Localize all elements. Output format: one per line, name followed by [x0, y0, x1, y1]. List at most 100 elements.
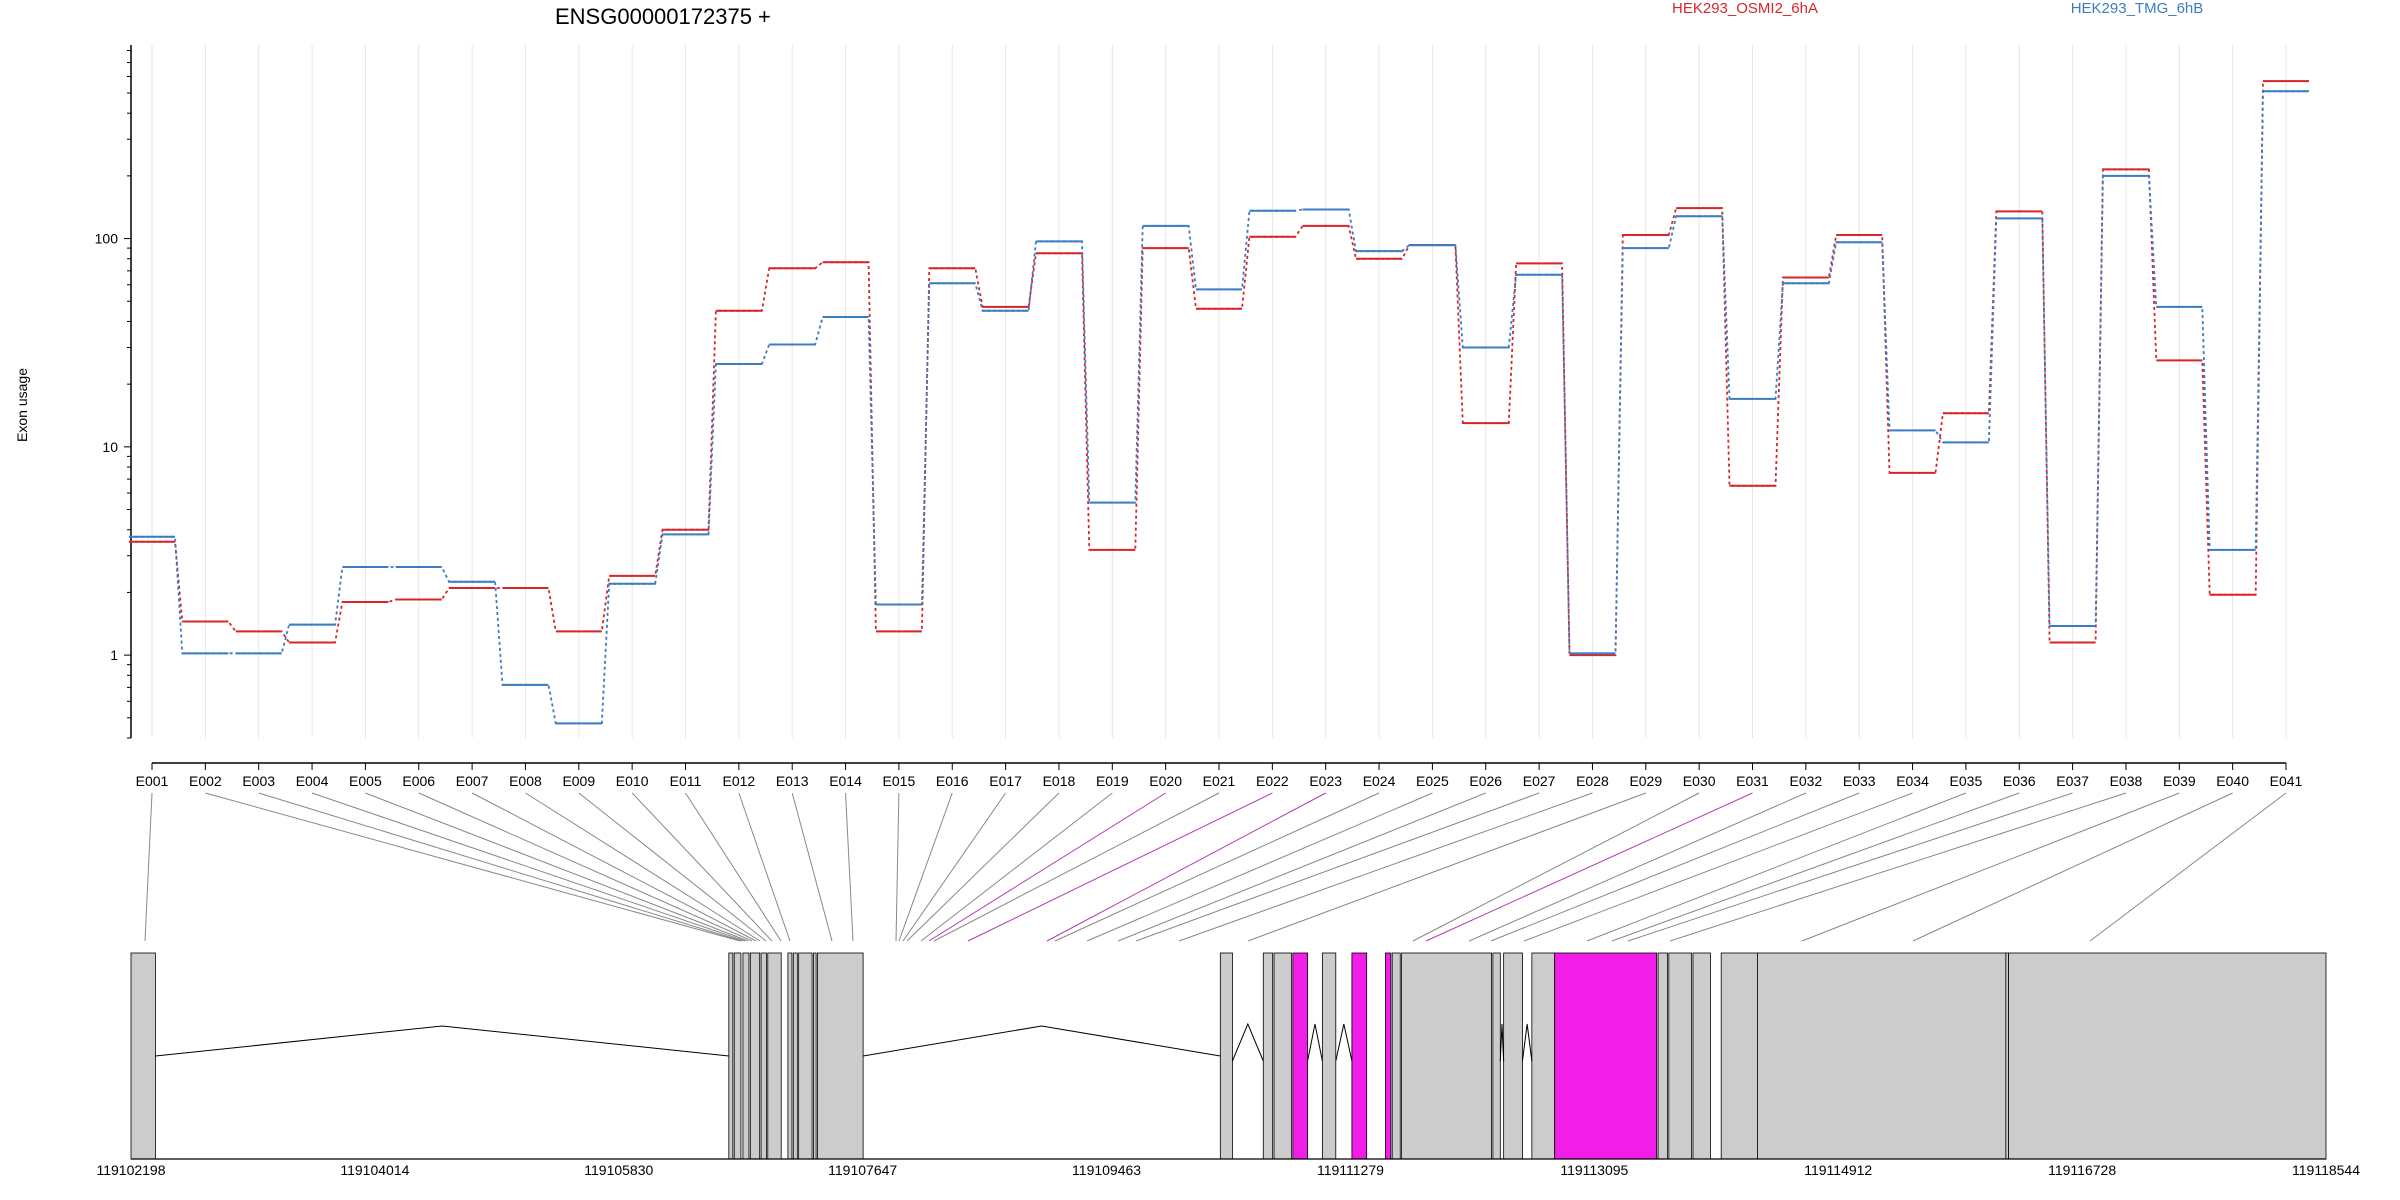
genomic-axis-label: 119109463	[1072, 1162, 1141, 1178]
series-line-1	[129, 80, 2309, 656]
x-tick-label: E011	[670, 773, 702, 789]
connector-E028	[1178, 792, 1593, 942]
genomic-coordinate-axis: 119102198 119104014 119105830 119107647 1191…	[96, 1162, 2360, 1178]
x-tick-label: E009	[562, 773, 595, 789]
connector-E035	[1586, 792, 1967, 942]
x-tick-label: E016	[936, 773, 969, 789]
exon-box	[1692, 952, 1711, 1160]
genomic-axis-label: 119113095	[1560, 1162, 1628, 1178]
y-axis: 1 10 100	[95, 45, 132, 739]
x-tick-label: E028	[1576, 773, 1609, 789]
y-tick-label: 1	[110, 647, 118, 663]
connector-E038	[1669, 792, 2127, 942]
x-tick-label: E017	[989, 773, 1022, 789]
x-tick-label: E036	[2003, 773, 2036, 789]
exon-box	[733, 952, 742, 1160]
x-tick-label: E004	[296, 773, 329, 789]
x-tick-label: E026	[1469, 773, 1502, 789]
x-tick-label: E012	[722, 773, 755, 789]
connector-E022	[967, 792, 1273, 942]
connector-E007	[471, 792, 757, 942]
exon-box	[1273, 952, 1292, 1160]
x-tick-label: E037	[2056, 773, 2089, 789]
genomic-axis-label: 119102198	[96, 1162, 165, 1178]
x-tick-label: E014	[829, 773, 862, 789]
connector-E017	[902, 792, 1007, 942]
x-tick-label: E024	[1363, 773, 1396, 789]
connector-E020	[928, 792, 1166, 942]
y-tick-label: 10	[102, 439, 118, 455]
connector-E033	[1490, 792, 1860, 942]
genomic-axis-label: 119107647	[828, 1162, 897, 1178]
x-tick-label: E022	[1256, 773, 1289, 789]
exon-box	[742, 952, 750, 1160]
connector-E030	[1412, 792, 1700, 942]
connector-E037	[1627, 792, 2073, 942]
exon-box	[1401, 952, 1492, 1160]
exon-box	[1351, 952, 1368, 1160]
x-tick-label: E038	[2110, 773, 2143, 789]
intron-line	[863, 1025, 1221, 1057]
x-tick-label: E034	[1896, 773, 1929, 789]
connector-E010	[631, 792, 773, 942]
connector-E011	[685, 792, 782, 942]
connector-E008	[525, 792, 761, 942]
connector-E016	[898, 792, 953, 942]
x-tick-label: E005	[349, 773, 382, 789]
legend-label-series-2: HEK293_TMG_6hB	[2071, 0, 2204, 17]
y-tick-label: 100	[95, 231, 119, 247]
exon-box	[1757, 952, 2007, 1160]
exon-box	[1219, 952, 1233, 1160]
exon-box	[2005, 952, 2009, 1160]
genomic-axis-label: 119114912	[1804, 1162, 1872, 1178]
exon-box	[1385, 952, 1392, 1160]
connector-E034	[1523, 792, 1913, 942]
x-tick-label: E021	[1203, 773, 1236, 789]
x-tick-label: E015	[883, 773, 916, 789]
connector-E019	[920, 792, 1113, 942]
x-tick-label: E018	[1043, 773, 1076, 789]
x-tick-label: E013	[776, 773, 809, 789]
intron-line	[155, 1025, 729, 1057]
series-lines	[129, 80, 2309, 725]
connector-E009	[578, 792, 767, 942]
exon-box	[1720, 952, 1758, 1160]
connector-E024	[1054, 792, 1380, 942]
connector-E002	[205, 792, 741, 942]
exon-connectors	[144, 792, 2287, 942]
x-tick-label: E025	[1416, 773, 1449, 789]
x-tick-label: E001	[136, 773, 169, 789]
x-tick-label: E010	[616, 773, 649, 789]
exon-box	[792, 952, 798, 1160]
genomic-axis-label: 119116728	[2048, 1162, 2116, 1178]
x-tick-label: E029	[1629, 773, 1662, 789]
intron-line	[1499, 1023, 1505, 1062]
connector-E026	[1117, 792, 1486, 942]
connector-E001	[144, 792, 153, 942]
x-tick-label: E035	[1950, 773, 1983, 789]
connector-E025	[1086, 792, 1433, 942]
connector-E021	[933, 792, 1220, 942]
connector-E005	[365, 792, 749, 942]
connector-E036	[1611, 792, 2020, 942]
exon-box	[1657, 952, 1668, 1160]
connector-E027	[1135, 792, 1540, 942]
exon-box	[760, 952, 767, 1160]
x-tick-label: E019	[1096, 773, 1129, 789]
exon-box	[1391, 952, 1401, 1160]
exon-box	[1292, 952, 1308, 1160]
x-tick-label: E031	[1736, 773, 1769, 789]
exon-box	[1492, 952, 1501, 1160]
x-tick-label: E030	[1683, 773, 1716, 789]
connector-E018	[906, 792, 1060, 942]
x-tick-label: E033	[1843, 773, 1876, 789]
connector-E041	[2089, 792, 2287, 942]
connector-E039	[1801, 792, 2180, 942]
connector-E029	[1247, 792, 1646, 942]
x-axis: E001 E002 E003 E004 E005 E006 E007 E008 E009 E010…	[136, 762, 2303, 789]
gene-model-track	[130, 952, 2327, 1160]
exon-box	[798, 952, 813, 1160]
exon-box	[130, 952, 156, 1160]
x-tick-label: E007	[456, 773, 489, 789]
